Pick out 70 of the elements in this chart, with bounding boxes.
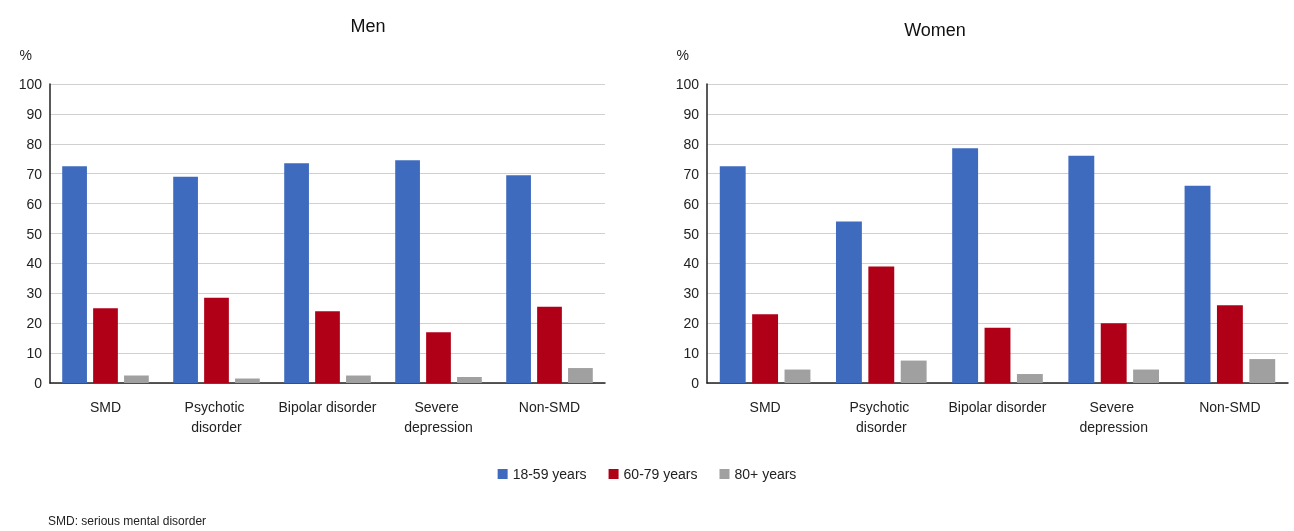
y-tick-label: 30 <box>683 285 700 302</box>
x-tick-label: Bipolar disorder <box>278 399 377 415</box>
y-axis-title: % <box>19 47 32 63</box>
chart-title: Women <box>904 20 966 40</box>
x-tick-label: Non-SMD <box>518 399 581 415</box>
y-tick-label: 80 <box>26 135 43 152</box>
y-tick-label: 100 <box>675 76 700 92</box>
bar <box>1100 323 1127 383</box>
bar <box>124 375 149 383</box>
y-tick-label: 20 <box>683 315 700 332</box>
y-tick-label: 30 <box>26 285 43 302</box>
bar <box>315 311 340 383</box>
y-tick-label: 50 <box>683 225 700 242</box>
y-tick-label: 20 <box>26 315 43 332</box>
bar <box>1249 359 1276 383</box>
bar <box>752 314 779 383</box>
x-tick-label: Non-SMD <box>1199 399 1261 415</box>
bar <box>537 306 562 383</box>
y-tick-label: 70 <box>26 165 43 182</box>
bar <box>952 148 979 383</box>
legend-label: 60-79 years <box>623 466 698 482</box>
y-tick-label: 60 <box>26 195 43 212</box>
bar <box>1068 155 1095 383</box>
bar <box>346 375 371 383</box>
bar <box>1216 305 1243 383</box>
bar <box>1184 185 1211 383</box>
bar <box>984 327 1011 383</box>
bar <box>719 166 746 383</box>
x-tick-label: Psychotic disorder <box>184 399 249 435</box>
y-tick-label: 10 <box>26 345 43 362</box>
bar <box>395 160 420 383</box>
bar <box>173 176 198 383</box>
y-tick-label: 40 <box>26 255 43 272</box>
text: SMD: serious mental disorder <box>48 514 207 528</box>
x-tick-label: Severe depression <box>404 399 473 435</box>
bar <box>426 332 451 383</box>
bar <box>568 368 593 383</box>
y-tick-label: 60 <box>683 195 700 212</box>
bar <box>784 369 811 383</box>
y-tick-label: 0 <box>34 375 43 391</box>
x-tick-label: SMD <box>749 399 781 415</box>
y-tick-label: 80 <box>683 135 700 152</box>
bar <box>1016 374 1043 383</box>
y-tick-label: 10 <box>683 345 700 362</box>
bar <box>284 163 309 383</box>
y-tick-label: 0 <box>691 375 700 391</box>
y-tick-label: 100 <box>18 76 43 92</box>
bar <box>62 166 87 383</box>
bar <box>900 360 927 383</box>
y-tick-label: 40 <box>683 255 700 272</box>
legend-label: 18-59 years <box>512 466 587 482</box>
x-tick-label: SMD <box>89 399 122 415</box>
legend-label: 80+ years <box>734 466 797 482</box>
y-axis-title: % <box>676 47 689 63</box>
x-tick-label: Bipolar disorder <box>948 399 1047 415</box>
y-tick-label: 90 <box>26 105 43 122</box>
bar <box>835 221 862 383</box>
y-tick-label: 50 <box>26 225 43 242</box>
bar <box>93 308 118 383</box>
bar <box>457 377 482 383</box>
y-tick-label: 90 <box>683 105 700 122</box>
bar <box>506 175 531 383</box>
bar <box>868 266 895 383</box>
x-tick-label: Psychotic disorder <box>849 399 914 435</box>
bar <box>1133 369 1160 383</box>
x-tick-label: Severe depression <box>1079 399 1148 435</box>
y-tick-label: 70 <box>683 165 700 182</box>
chart-title: Men <box>350 16 386 36</box>
bar <box>235 378 260 383</box>
bar <box>204 297 229 383</box>
